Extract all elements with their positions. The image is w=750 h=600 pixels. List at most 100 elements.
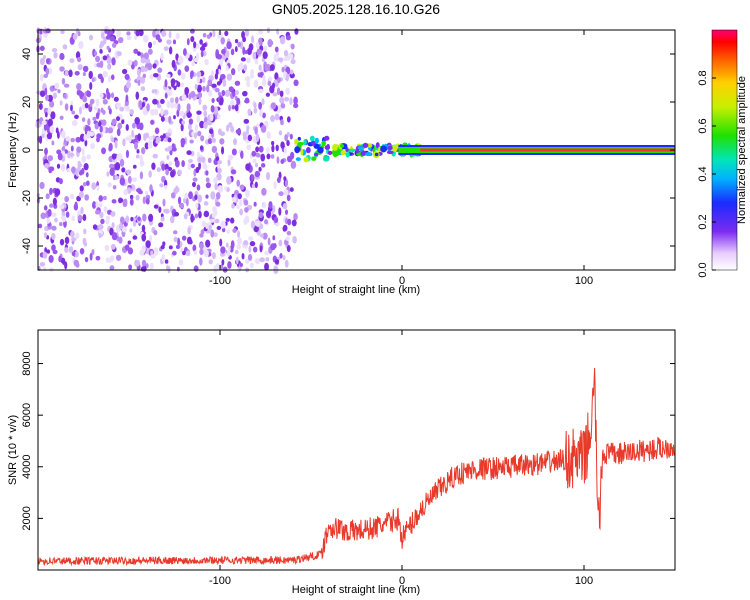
spectrogram-noise-blob: [38, 135, 43, 144]
spectrogram-noise-blob: [107, 182, 112, 188]
spectrogram-noise-blob: [200, 135, 205, 142]
spectrogram-noise-blob: [186, 112, 192, 119]
spectrogram-noise-blob: [44, 87, 48, 96]
spectrogram-noise-blob: [59, 66, 65, 72]
spectrogram-noise-blob: [131, 129, 134, 138]
spectrogram-noise-blob: [99, 44, 103, 49]
spectrogram-noise-blob: [207, 79, 213, 86]
spectrogram-noise-blob: [209, 128, 214, 135]
spectrogram-noise-blob: [256, 48, 260, 56]
spectrogram-noise-blob: [109, 163, 115, 169]
spectrogram-noise-blob: [59, 115, 64, 121]
spectrogram-noise-blob: [162, 241, 166, 247]
spectrogram-noise-blob: [191, 60, 195, 67]
spectrogram-noise-blob: [150, 262, 154, 270]
spectrogram-noise-blob: [282, 224, 288, 232]
spectrogram-noise-blob: [271, 144, 275, 153]
spectrogram-noise-blob: [262, 202, 266, 209]
spectrogram-x-tick-label: 0: [399, 275, 405, 287]
spectrogram-noise-blob: [111, 118, 117, 126]
spectrogram-noise-blob: [236, 179, 241, 187]
spectrogram-noise-blob: [209, 113, 214, 122]
spectrogram-noise-blob: [158, 222, 164, 228]
spectrogram-noise-blob: [203, 249, 209, 258]
spectrogram-noise-blob: [175, 53, 179, 61]
spectrogram-noise-blob: [145, 190, 149, 196]
spectrogram-noise-blob: [221, 227, 226, 233]
spectrogram-noise-blob: [125, 124, 129, 131]
spectrogram-signal-blob: [349, 148, 356, 152]
spectrogram-signal-blob: [313, 143, 320, 149]
spectrogram-noise-blob: [91, 201, 96, 209]
spectrogram-noise-blob: [111, 153, 117, 160]
spectrogram-noise-blob: [188, 118, 194, 125]
spectrogram-noise-blob: [106, 29, 112, 37]
spectrogram-noise-blob: [198, 97, 202, 106]
spectrogram-noise-blob: [244, 29, 250, 37]
spectrogram-noise-blob: [255, 146, 260, 153]
spectrogram-noise-blob: [250, 68, 254, 76]
spectrogram-noise-blob: [165, 132, 172, 137]
spectrogram-noise-blob: [284, 259, 289, 268]
spectrogram-noise-blob: [83, 228, 87, 235]
spectrogram-noise-blob: [217, 160, 222, 165]
spectrogram-noise-blob: [121, 119, 125, 125]
spectrogram-noise-blob: [45, 58, 50, 65]
spectrogram-noise-blob: [139, 171, 144, 180]
spectrogram-noise-blob: [214, 106, 219, 115]
spectrogram-noise-blob: [253, 201, 257, 207]
spectrogram-noise-blob: [180, 72, 186, 80]
spectrogram-noise-blob: [38, 223, 43, 229]
spectrogram-noise-blob: [225, 217, 230, 222]
spectrogram-signal-blob: [322, 156, 330, 162]
spectrogram-noise-blob: [64, 247, 69, 253]
spectrogram-noise-blob: [239, 184, 245, 191]
spectrogram-noise-blob: [169, 215, 175, 224]
spectrogram-noise-blob: [285, 236, 290, 241]
spectrogram-signal-blob: [375, 142, 380, 149]
spectrogram-noise-blob: [148, 213, 154, 222]
spectrogram-noise-blob: [76, 56, 82, 63]
spectrogram-noise-blob: [139, 160, 145, 167]
spectrogram-noise-blob: [244, 76, 251, 82]
snr-panel: -100 0 100 2000 4000 6000 8000 Height of stra…: [7, 329, 676, 596]
spectrogram-noise-blob: [126, 31, 131, 36]
spectrogram-noise-blob: [70, 230, 75, 238]
spectrogram-noise-blob: [204, 164, 208, 171]
spectrogram-noise-blob: [47, 107, 52, 116]
spectrogram-noise-blob: [84, 257, 89, 263]
spectrogram-noise-blob: [265, 172, 271, 181]
spectrogram-noise-blob: [203, 110, 208, 118]
spectrogram-noise-blob: [203, 42, 207, 48]
spectrogram-panel: -100 0 100 -40 -20 0 20 40 Height of straight …: [7, 25, 676, 296]
spectrogram-noise-blob: [132, 122, 136, 129]
spectrogram-noise-blob: [47, 118, 53, 127]
spectrogram-noise-blob: [270, 102, 277, 110]
spectrogram-noise-blob: [166, 73, 171, 78]
spectrogram-noise-blob: [64, 261, 68, 270]
spectrogram-signal-blob: [324, 135, 330, 141]
spectrogram-noise-blob: [88, 70, 93, 79]
spectrogram-noise-blob: [138, 100, 143, 108]
spectrogram-noise-blob: [264, 250, 269, 256]
spectrogram-noise-blob: [111, 42, 117, 48]
snr-y-tick-label: 6000: [21, 403, 33, 427]
spectrogram-noise-blob: [49, 187, 53, 195]
spectrogram-noise-blob: [50, 111, 56, 120]
spectrogram-noise-blob: [136, 149, 140, 154]
spectrogram-noise-blob: [286, 155, 293, 163]
spectrogram-noise-blob: [82, 181, 87, 187]
spectrogram-noise-blob: [63, 93, 67, 99]
spectrogram-noise-blob: [110, 211, 116, 217]
spectrogram-noise-blob: [62, 216, 67, 223]
spectrogram-noise-blob: [118, 197, 124, 203]
spectrogram-noise-blob: [286, 116, 291, 123]
spectrogram-noise-blob: [61, 130, 66, 139]
spectrogram-signal-blob: [309, 135, 315, 142]
spectrogram-noise-blob: [279, 36, 286, 45]
snr-y-ticks: 2000 4000 6000 8000: [21, 351, 675, 531]
spectrogram-noise-blob: [272, 235, 276, 241]
spectrogram-noise-blob: [147, 62, 153, 71]
spectrogram-noise-blob: [160, 116, 165, 122]
spectrogram-noise-blob: [291, 219, 297, 227]
